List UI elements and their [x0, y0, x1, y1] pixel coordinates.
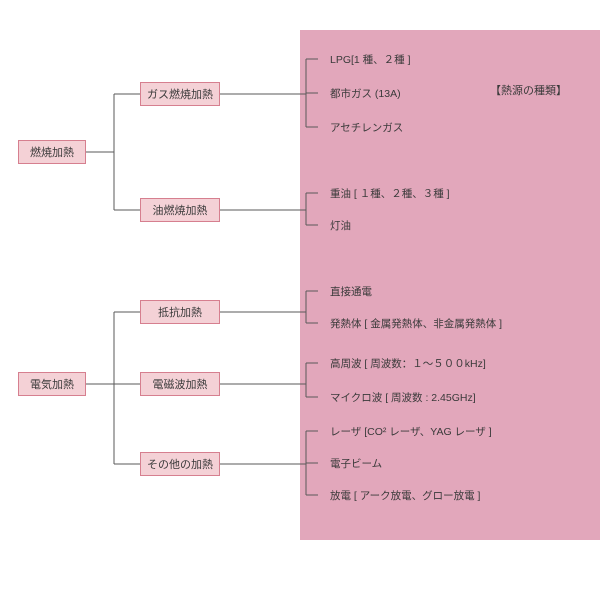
diagram-canvas: 【熱源の種類】 燃焼加熱電気加熱 ガス燃焼加熱油燃焼加熱抵抗加熱電磁波加熱その他の…: [0, 0, 600, 600]
tree-node-l1: 燃焼加熱: [18, 140, 86, 164]
tree-leaf: 高周波 [ 周波数：１〜５００kHz]: [330, 356, 486, 371]
tree-leaf: 電子ビーム: [330, 456, 382, 471]
tree-node-l2: 電磁波加熱: [140, 372, 220, 396]
tree-leaf: 灯油: [330, 218, 351, 233]
tree-leaf: 都市ガス (13A): [330, 86, 401, 101]
diagram-title: 【熱源の種類】: [490, 82, 567, 98]
tree-node-l2: 抵抗加熱: [140, 300, 220, 324]
tree-leaf: 放電 [ アーク放電、グロー放電 ]: [330, 488, 480, 503]
tree-leaf: 重油 [ １種、２種、３種 ]: [330, 186, 450, 201]
tree-leaf: マイクロ波 [ 周波数 : 2.45GHz]: [330, 390, 476, 405]
tree-leaf: 発熱体 [ 金属発熱体、非金属発熱体 ]: [330, 316, 502, 331]
tree-node-l2: ガス燃焼加熱: [140, 82, 220, 106]
tree-leaf: アセチレンガス: [330, 120, 403, 135]
tree-leaf: レーザ [CO² レーザ、YAG レーザ ]: [330, 424, 492, 439]
tree-leaf: 直接通電: [330, 284, 372, 299]
tree-leaf: LPG[1 種、２種 ]: [330, 52, 411, 67]
tree-node-l2: その他の加熱: [140, 452, 220, 476]
tree-node-l2: 油燃焼加熱: [140, 198, 220, 222]
tree-node-l1: 電気加熱: [18, 372, 86, 396]
